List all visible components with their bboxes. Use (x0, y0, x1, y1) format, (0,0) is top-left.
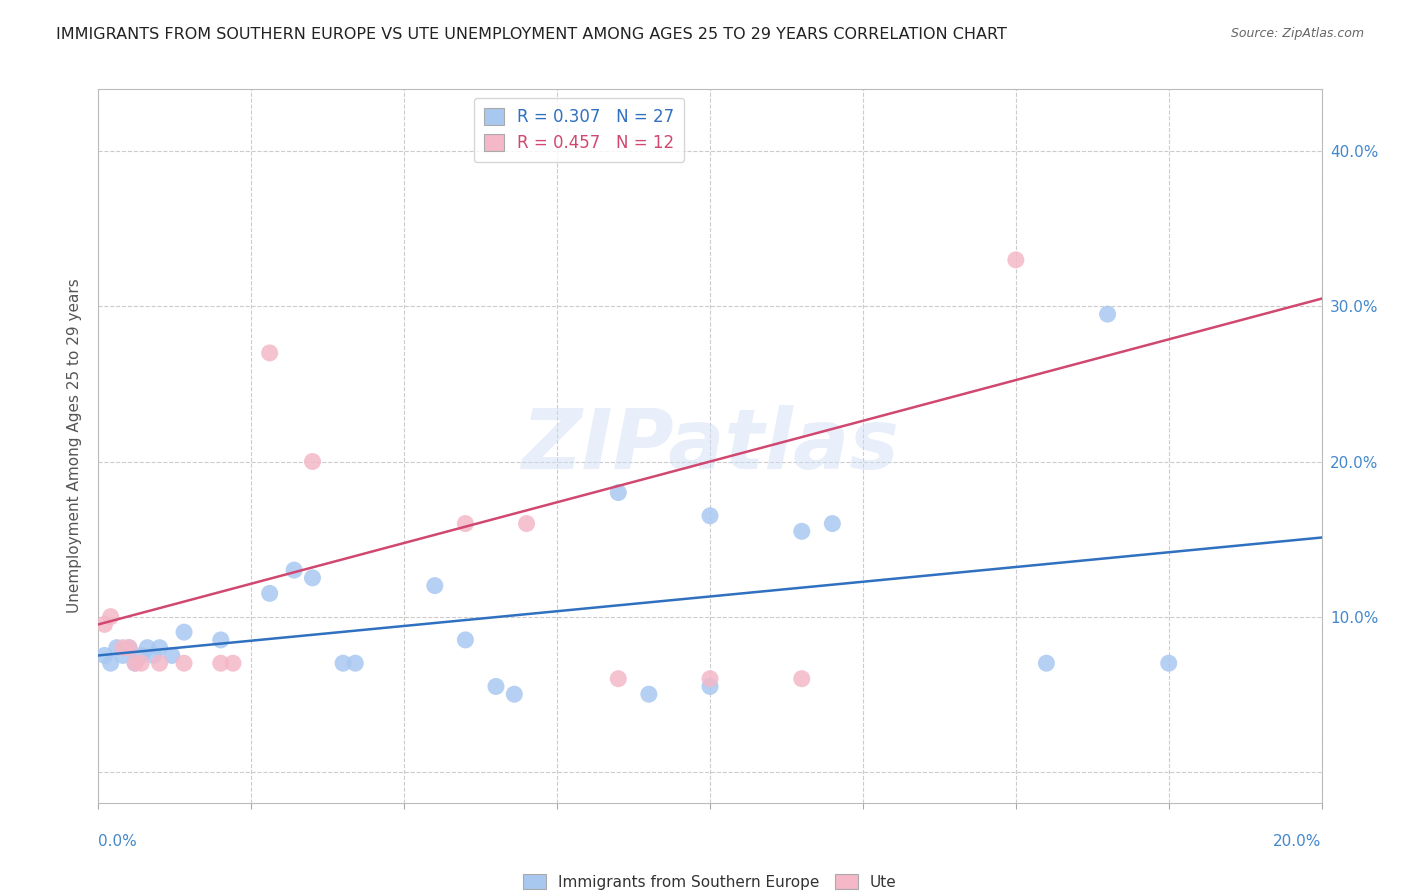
Point (516, 516, 538, 531)
Point (118, 640, 141, 655)
Point (790, 524, 813, 539)
Y-axis label: Unemployment Among Ages 25 to 29 years: Unemployment Among Ages 25 to 29 years (67, 278, 83, 614)
Point (136, 640, 159, 655)
Point (129, 656, 152, 670)
Point (118, 640, 141, 655)
Point (93, 617, 115, 632)
Point (149, 640, 172, 655)
Point (111, 648, 134, 663)
Point (344, 656, 367, 670)
Point (124, 656, 146, 670)
Point (283, 563, 305, 577)
Point (222, 656, 245, 670)
Point (301, 454, 323, 468)
Point (607, 485, 630, 500)
Point (454, 516, 477, 531)
Point (105, 640, 128, 655)
Point (1157, 656, 1180, 670)
Point (301, 571, 323, 585)
Point (423, 579, 446, 593)
Point (93, 648, 115, 663)
Point (607, 672, 630, 686)
Point (209, 656, 232, 670)
Point (699, 508, 721, 523)
Point (503, 687, 526, 701)
Point (209, 632, 232, 647)
Point (149, 656, 172, 670)
Point (124, 656, 146, 670)
Point (142, 648, 165, 663)
Point (100, 609, 122, 624)
Point (173, 656, 195, 670)
Point (332, 656, 354, 670)
Point (160, 648, 183, 663)
Text: Source: ZipAtlas.com: Source: ZipAtlas.com (1230, 27, 1364, 40)
Point (100, 656, 122, 670)
Point (173, 625, 195, 640)
Point (637, 687, 661, 701)
Point (699, 680, 721, 694)
Point (129, 648, 152, 663)
Point (1035, 656, 1057, 670)
Point (454, 632, 477, 647)
Point (1097, 307, 1119, 321)
Point (259, 346, 281, 360)
Text: IMMIGRANTS FROM SOUTHERN EUROPE VS UTE UNEMPLOYMENT AMONG AGES 25 TO 29 YEARS CO: IMMIGRANTS FROM SOUTHERN EUROPE VS UTE U… (56, 27, 1007, 42)
Legend: Immigrants from Southern Europe, Ute: Immigrants from Southern Europe, Ute (517, 868, 903, 892)
Text: 20.0%: 20.0% (1274, 834, 1322, 849)
Point (259, 586, 281, 600)
Point (485, 680, 508, 694)
Point (1004, 252, 1026, 267)
Text: ZIPatlas: ZIPatlas (522, 406, 898, 486)
Point (790, 672, 813, 686)
Point (821, 516, 844, 531)
Point (699, 672, 721, 686)
Text: 0.0%: 0.0% (98, 834, 138, 849)
Point (111, 640, 134, 655)
